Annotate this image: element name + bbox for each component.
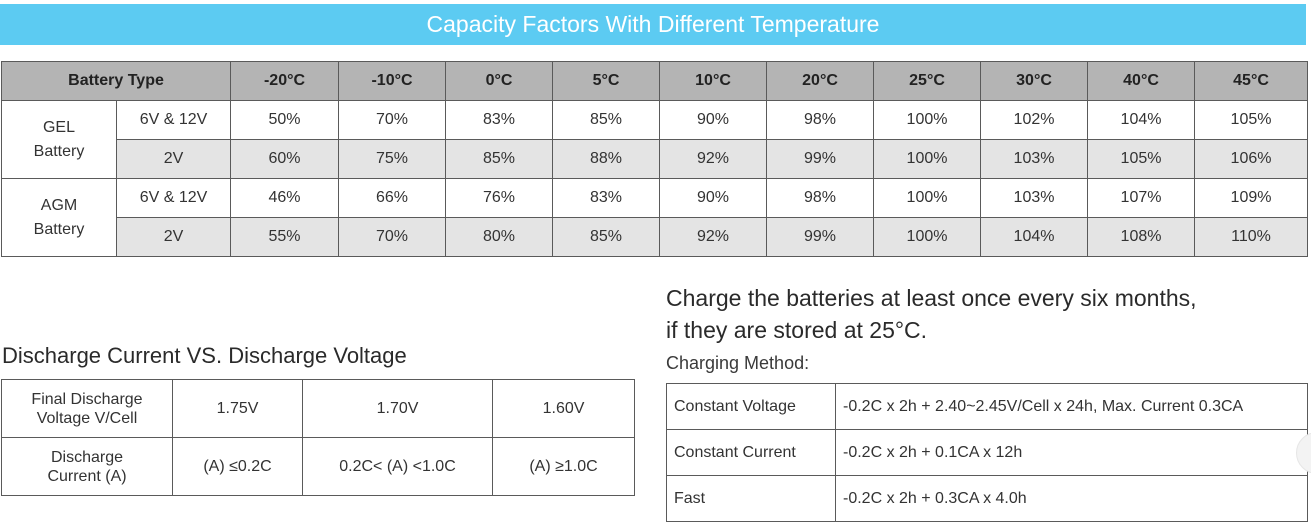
capacity-cell: 50% bbox=[230, 100, 340, 140]
header-temperature: -10°C bbox=[338, 61, 447, 101]
table-row: AGM Battery 6V & 12V 46% 66% 76% 83% 90%… bbox=[1, 178, 1309, 257]
banner-title: Capacity Factors With Different Temperat… bbox=[426, 11, 880, 37]
charging-method-table: Constant Voltage -0.2C x 2h + 2.40~2.45V… bbox=[666, 383, 1308, 522]
header-temperature: 0°C bbox=[445, 61, 554, 101]
capacity-cell: 88% bbox=[552, 139, 661, 179]
table-row: Discharge Current (A) (A) ≤0.2C 0.2C< (A… bbox=[1, 437, 635, 496]
header-battery-type: Battery Type bbox=[0, 61, 232, 101]
header-temperature: 45°C bbox=[1194, 61, 1309, 101]
voltage-value-cell: 1.70V bbox=[302, 379, 493, 438]
capacity-cell: 55% bbox=[230, 217, 340, 257]
table-header-row: Battery Type -20°C -10°C 0°C 5°C 10°C 20… bbox=[0, 61, 1309, 101]
discharge-table: Final Discharge Voltage V/Cell 1.75V 1.7… bbox=[1, 379, 635, 496]
header-temperature: 5°C bbox=[552, 61, 661, 101]
capacity-cell: 85% bbox=[552, 217, 661, 257]
label-line: Final Discharge bbox=[31, 390, 143, 408]
method-desc-cell: -0.2C x 2h + 2.40~2.45V/Cell x 24h, Max.… bbox=[835, 383, 1308, 430]
battery-type-gel: GEL Battery bbox=[1, 100, 117, 179]
capacity-cell: 100% bbox=[873, 139, 982, 179]
header-temperature: 30°C bbox=[980, 61, 1089, 101]
capacity-cell: 46% bbox=[230, 178, 340, 218]
voltage-cell: 6V & 12V bbox=[115, 178, 232, 218]
voltage-cell: 2V bbox=[115, 139, 232, 179]
capacity-cell: 80% bbox=[445, 217, 554, 257]
capacity-cell: 90% bbox=[659, 178, 768, 218]
header-temperature: 10°C bbox=[659, 61, 768, 101]
capacity-cell: 92% bbox=[659, 139, 768, 179]
capacity-cell: 108% bbox=[1087, 217, 1196, 257]
capacity-cell: 100% bbox=[873, 178, 982, 218]
table-row: 2V 60% 75% 85% 88% 92% 99% 100% 103% 105… bbox=[2, 139, 1309, 179]
capacity-cell: 99% bbox=[766, 217, 875, 257]
header-temperature: 25°C bbox=[873, 61, 982, 101]
table-row: Final Discharge Voltage V/Cell 1.75V 1.7… bbox=[1, 379, 635, 438]
method-name-cell: Fast bbox=[666, 475, 836, 522]
table-row: Fast -0.2C x 2h + 0.3CA x 4.0h bbox=[666, 475, 1308, 522]
table-row: 2V 55% 70% 80% 85% 92% 99% 100% 104% 108… bbox=[2, 217, 1309, 257]
capacity-cell: 100% bbox=[873, 217, 982, 257]
current-value-cell: 0.2C< (A) <1.0C bbox=[302, 437, 493, 496]
charge-note: Charge the batteries at least once every… bbox=[666, 282, 1197, 346]
capacity-cell: 75% bbox=[338, 139, 447, 179]
capacity-cell: 98% bbox=[766, 100, 875, 140]
method-desc-cell: -0.2C x 2h + 0.3CA x 4.0h bbox=[835, 475, 1308, 522]
method-desc-cell: -0.2C x 2h + 0.1CA x 12h bbox=[835, 429, 1308, 476]
label-line: Discharge bbox=[50, 448, 124, 466]
capacity-cell: 107% bbox=[1087, 178, 1196, 218]
charging-method-label: Charging Method: bbox=[666, 353, 810, 373]
capacity-cell: 105% bbox=[1087, 139, 1196, 179]
capacity-cell: 99% bbox=[766, 139, 875, 179]
capacity-cell: 85% bbox=[445, 139, 554, 179]
current-value-cell: (A) ≥1.0C bbox=[492, 437, 635, 496]
battery-type-name: GEL bbox=[42, 118, 75, 136]
battery-type-suffix: Battery bbox=[33, 142, 85, 160]
voltage-value-cell: 1.60V bbox=[492, 379, 635, 438]
table-row: Constant Current -0.2C x 2h + 0.1CA x 12… bbox=[666, 429, 1308, 476]
capacity-cell: 90% bbox=[659, 100, 768, 140]
header-temperature: -20°C bbox=[230, 61, 340, 101]
header-temperature: 20°C bbox=[766, 61, 875, 101]
charge-note-line: if they are stored at 25°C. bbox=[666, 317, 928, 343]
capacity-cell: 105% bbox=[1194, 100, 1309, 140]
method-name-cell: Constant Current bbox=[666, 429, 836, 476]
current-value-cell: (A) ≤0.2C bbox=[172, 437, 303, 496]
discharge-section-title: Discharge Current VS. Discharge Voltage bbox=[2, 343, 407, 368]
row-label-final-voltage: Final Discharge Voltage V/Cell bbox=[1, 379, 173, 438]
capacity-cell: 98% bbox=[766, 178, 875, 218]
capacity-cell: 92% bbox=[659, 217, 768, 257]
capacity-cell: 110% bbox=[1194, 217, 1309, 257]
row-label-discharge-current: Discharge Current (A) bbox=[1, 437, 173, 496]
capacity-cell: 106% bbox=[1194, 139, 1309, 179]
voltage-cell: 6V & 12V bbox=[115, 100, 232, 140]
capacity-cell: 103% bbox=[980, 178, 1089, 218]
capacity-cell: 100% bbox=[873, 100, 982, 140]
capacity-cell: 104% bbox=[980, 217, 1089, 257]
capacity-cell: 85% bbox=[552, 100, 661, 140]
label-line: Voltage V/Cell bbox=[36, 409, 138, 427]
battery-type-name: AGM bbox=[40, 196, 78, 214]
capacity-cell: 83% bbox=[445, 100, 554, 140]
capacity-cell: 70% bbox=[338, 100, 447, 140]
voltage-value-cell: 1.75V bbox=[172, 379, 303, 438]
capacity-cell: 76% bbox=[445, 178, 554, 218]
table-row: GEL Battery 6V & 12V 50% 70% 83% 85% 90%… bbox=[1, 100, 1309, 179]
capacity-cell: 104% bbox=[1087, 100, 1196, 140]
capacity-factors-table: Battery Type -20°C -10°C 0°C 5°C 10°C 20… bbox=[0, 61, 1309, 257]
table-row: Constant Voltage -0.2C x 2h + 2.40~2.45V… bbox=[666, 383, 1308, 430]
capacity-cell: 109% bbox=[1194, 178, 1309, 218]
charge-note-line: Charge the batteries at least once every… bbox=[666, 285, 1197, 311]
voltage-cell: 2V bbox=[115, 217, 232, 257]
method-name-cell: Constant Voltage bbox=[666, 383, 836, 430]
capacity-cell: 102% bbox=[980, 100, 1089, 140]
capacity-cell: 60% bbox=[230, 139, 340, 179]
capacity-factors-banner: Capacity Factors With Different Temperat… bbox=[0, 4, 1306, 45]
label-line: Current (A) bbox=[47, 467, 127, 485]
header-temperature: 40°C bbox=[1087, 61, 1196, 101]
capacity-cell: 83% bbox=[552, 178, 661, 218]
battery-type-suffix: Battery bbox=[33, 220, 85, 238]
capacity-cell: 70% bbox=[338, 217, 447, 257]
capacity-cell: 103% bbox=[980, 139, 1089, 179]
battery-type-agm: AGM Battery bbox=[1, 178, 117, 257]
capacity-cell: 66% bbox=[338, 178, 447, 218]
